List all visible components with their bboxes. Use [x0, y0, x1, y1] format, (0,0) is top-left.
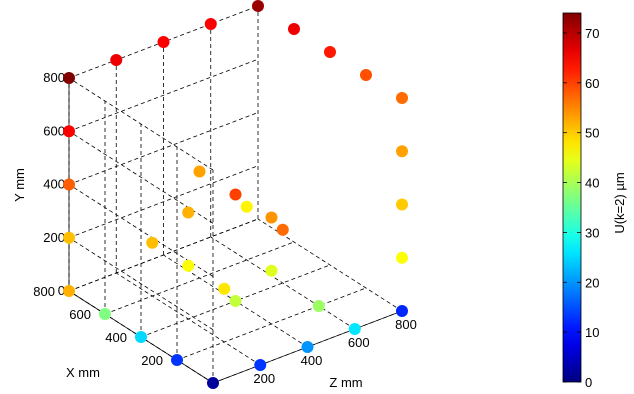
data-point	[396, 145, 408, 158]
z-tick-label: 200	[253, 371, 275, 386]
colorbar-tick-label: 30	[585, 225, 599, 240]
data-point	[360, 69, 372, 81]
data-point	[110, 54, 123, 66]
data-point	[396, 251, 408, 264]
data-point	[135, 331, 147, 343]
data-point	[63, 72, 75, 84]
data-point	[288, 23, 300, 35]
z-tick-label: 400	[301, 353, 323, 368]
grid-line	[104, 241, 295, 315]
grid-line	[68, 77, 214, 171]
data-point	[324, 46, 336, 58]
grid-line	[68, 237, 214, 331]
data-point	[348, 323, 361, 335]
data-point	[396, 92, 408, 104]
colorbar-tick-label: 10	[585, 325, 599, 340]
grid-line	[210, 236, 355, 330]
data-point	[229, 295, 242, 307]
data-point	[218, 282, 231, 295]
x-tick-label: 800	[33, 284, 55, 299]
grid-line	[68, 165, 259, 239]
data-point	[252, 0, 264, 12]
data-points	[63, 0, 408, 389]
colorbar-ticks: 0 10 20 30 40 50 60 70	[563, 26, 599, 390]
data-point	[146, 236, 159, 249]
colorbar-tick-label: 60	[585, 76, 599, 91]
data-point	[63, 125, 75, 138]
colorbar-tick-label: 50	[585, 126, 599, 141]
grid-line	[68, 112, 259, 185]
x-axis-label: X mm	[66, 365, 100, 380]
data-point	[182, 206, 195, 219]
data-point	[240, 200, 253, 213]
colorbar-tick-label: 20	[585, 275, 599, 290]
data-point	[265, 211, 278, 224]
data-point	[312, 300, 325, 312]
data-point	[207, 377, 219, 389]
y-tick-label: 400	[43, 177, 65, 192]
x-tick-label: 600	[69, 307, 91, 322]
data-point	[396, 198, 408, 211]
grid-line	[68, 218, 259, 292]
data-point	[63, 231, 75, 244]
colorbar: 0 10 20 30 40 50 60 70 U(k=2) µm	[562, 12, 627, 390]
y-tick-label: 200	[43, 230, 65, 245]
x-tick-label: 400	[105, 330, 127, 345]
data-point	[396, 305, 408, 317]
data-point	[157, 36, 170, 48]
colorbar-tick-label: 70	[585, 26, 599, 41]
data-point	[193, 165, 206, 178]
grid-line	[68, 58, 259, 132]
colorbar-tick-label: 0	[585, 375, 592, 390]
y-tick-label: 800	[43, 70, 65, 85]
y-tick-label: 600	[43, 123, 65, 138]
data-point	[63, 285, 75, 297]
data-point	[63, 178, 75, 191]
data-point	[254, 359, 267, 371]
colorbar-bar	[562, 12, 582, 383]
z-axis-label: Z mm	[329, 375, 362, 390]
data-point	[204, 18, 217, 30]
y-tick-label: 0	[58, 283, 65, 298]
y-axis-label: Y mm	[12, 168, 27, 202]
data-point	[276, 223, 289, 236]
colorbar-tick-label: 40	[585, 176, 599, 191]
data-point	[182, 259, 195, 272]
z-tick-label: 800	[395, 317, 417, 332]
data-point	[229, 188, 242, 201]
z-tick-label: 600	[348, 335, 370, 350]
data-point	[171, 354, 183, 366]
data-point	[99, 308, 111, 320]
data-point	[301, 341, 314, 353]
x-tick-label: 200	[141, 353, 163, 368]
colorbar-label: U(k=2) µm	[612, 172, 627, 233]
data-point	[265, 264, 278, 277]
